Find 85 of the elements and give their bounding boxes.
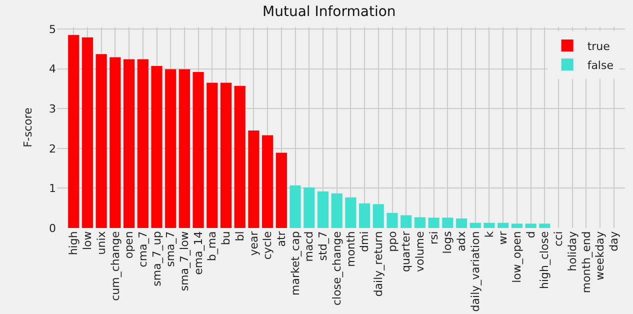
x-tick-label: macd xyxy=(302,231,316,262)
bar xyxy=(290,185,301,228)
x-tick-label: b_ma xyxy=(206,231,219,262)
x-tick-label: cum_change xyxy=(108,230,122,301)
y-tick-label: 3 xyxy=(49,102,56,116)
y-tick-label: 4 xyxy=(49,62,56,76)
x-tick-label: daily_variation xyxy=(468,231,482,312)
bar xyxy=(386,212,398,228)
x-tick-label: sma_7_up xyxy=(150,231,164,286)
x-tick-label: sma_7 xyxy=(164,231,178,267)
x-tick-label: sma_7_low xyxy=(178,231,192,292)
bar xyxy=(414,217,426,228)
x-tick-label: close_change xyxy=(330,230,344,306)
bar xyxy=(178,69,190,228)
bar xyxy=(276,152,287,228)
bar xyxy=(206,82,218,228)
x-tick-label: atr xyxy=(275,230,288,247)
bar xyxy=(525,224,536,228)
bar xyxy=(304,187,315,228)
bar xyxy=(511,224,522,228)
legend-label: true xyxy=(587,40,610,53)
bar xyxy=(372,204,384,228)
y-axis-title: F-score xyxy=(22,107,35,148)
y-tick-label: 0 xyxy=(49,222,56,235)
bar xyxy=(165,69,176,228)
x-tick-label: rsi xyxy=(427,231,440,245)
x-tick-label: day xyxy=(607,230,620,252)
x-tick-label: unix xyxy=(94,230,108,255)
legend-label: false xyxy=(587,58,614,72)
bar xyxy=(498,222,509,228)
bar xyxy=(442,218,454,228)
bar xyxy=(456,218,468,228)
x-tick-label: logs xyxy=(441,230,454,254)
bar xyxy=(96,54,107,228)
bar xyxy=(317,191,329,228)
x-tick-label: high_close xyxy=(538,230,552,290)
x-tick-label: bu xyxy=(220,231,233,246)
x-tick-label: k xyxy=(482,230,496,238)
bar xyxy=(192,72,204,228)
x-tick-label: month xyxy=(344,231,358,267)
x-tick-label: market_cap xyxy=(288,231,302,296)
x-tick-label: quarter xyxy=(400,230,413,272)
x-tick-label: dmi xyxy=(358,231,372,252)
x-tick-label: std_7 xyxy=(316,231,330,261)
bar xyxy=(137,59,148,228)
x-tick-label: weekday xyxy=(594,230,607,280)
y-tick-label: 2 xyxy=(49,142,56,156)
chart-title: Mutual Information xyxy=(262,4,396,20)
bar xyxy=(359,203,370,228)
bar xyxy=(151,66,162,228)
bar xyxy=(124,59,135,228)
x-tick-label: open xyxy=(122,231,136,259)
x-tick-label: cma_7 xyxy=(136,231,150,268)
x-tick-label: ppo xyxy=(386,230,399,252)
y-tick-label: 1 xyxy=(49,182,56,196)
bar xyxy=(400,215,412,228)
x-tick-label: year xyxy=(247,230,260,256)
bar xyxy=(234,86,246,228)
x-tick-label: wr xyxy=(496,230,510,245)
x-tick-label: cci xyxy=(552,231,566,246)
bar xyxy=(484,222,495,228)
bar xyxy=(262,135,274,228)
x-tick-label: d xyxy=(524,231,538,238)
x-tick-label: holiday xyxy=(566,230,579,272)
x-tick-label: high xyxy=(67,231,80,256)
bar xyxy=(428,218,440,228)
x-tick-label: bl xyxy=(233,231,246,242)
bar xyxy=(539,224,550,228)
x-tick-label: adx xyxy=(455,230,468,252)
bar xyxy=(331,193,342,228)
bar xyxy=(470,222,481,228)
bar xyxy=(110,57,121,228)
bar xyxy=(248,130,260,228)
x-tick-label: volume xyxy=(414,230,427,272)
bar xyxy=(345,197,356,228)
x-tick-label: low_open xyxy=(510,231,524,283)
y-tick-label: 5 xyxy=(49,22,56,36)
bar xyxy=(220,82,232,228)
x-tick-label: month_end xyxy=(580,231,593,294)
x-tick-label: ema_14 xyxy=(192,231,205,275)
x-tick-label: cycle xyxy=(261,230,274,260)
bar xyxy=(68,34,80,228)
x-tick-label: low xyxy=(81,231,94,250)
bar xyxy=(82,37,94,228)
x-tick-label: daily_return xyxy=(372,231,385,297)
